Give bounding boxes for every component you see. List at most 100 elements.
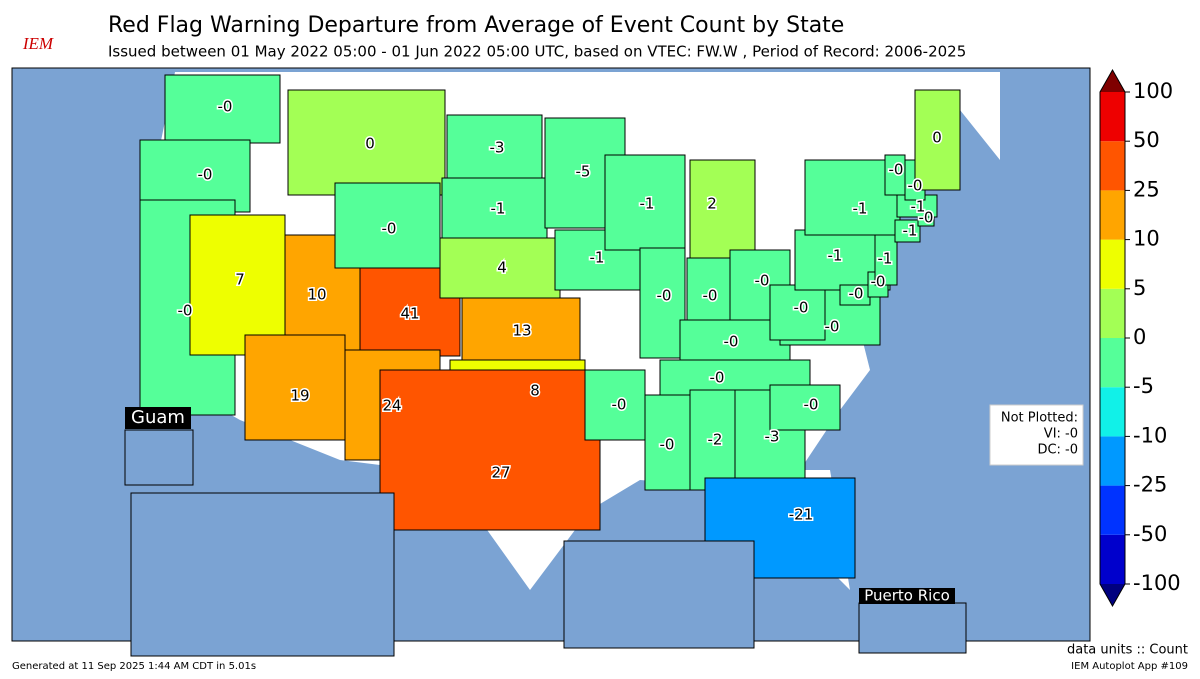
- state: [441, 177, 548, 239]
- state-label: -3: [765, 428, 780, 446]
- state-label: -1: [491, 200, 506, 218]
- colorbar-tick-label: -100: [1133, 571, 1181, 595]
- state: [894, 219, 921, 243]
- state: [287, 89, 446, 196]
- state-label: -5: [576, 163, 591, 181]
- generated: Generated at 11 Sep 2025 1:44 AM CDT in …: [12, 661, 256, 672]
- state-label: 0: [365, 135, 375, 153]
- state: [604, 154, 686, 251]
- state: [379, 369, 601, 531]
- state-label: -0: [724, 333, 739, 351]
- state-label: -0: [755, 272, 770, 290]
- state: [769, 384, 841, 431]
- colorbar-bin: [1100, 141, 1125, 191]
- title: Red Flag Warning Departure from Average …: [108, 13, 844, 38]
- state-label: -0: [218, 98, 233, 116]
- pr-inset: [858, 602, 967, 654]
- not-plotted-item: VI: -0: [1044, 427, 1078, 442]
- state-label: -0: [703, 287, 718, 305]
- state-label: -0: [657, 287, 672, 305]
- state: [439, 237, 561, 299]
- state-label: -1: [878, 250, 893, 268]
- state-label: -0: [919, 209, 934, 227]
- colorbar-over: [1100, 70, 1125, 92]
- state-label: -0: [825, 318, 840, 336]
- state-label: -0: [804, 396, 819, 414]
- colorbar-bin: [1100, 92, 1125, 142]
- state-label: -0: [849, 285, 864, 303]
- state: [689, 159, 756, 261]
- state-label: -0: [660, 436, 675, 454]
- app-id: IEM Autoplot App #109: [1071, 661, 1188, 672]
- subtitle: Issued between 01 May 2022 05:00 - 01 Ju…: [108, 43, 966, 61]
- state-label: -0: [908, 177, 923, 195]
- alaska-inset: [130, 492, 395, 657]
- state-label: -21: [789, 506, 814, 524]
- state-label: -1: [590, 249, 605, 267]
- colorbar-bin: [1100, 387, 1125, 437]
- state-label: -1: [911, 198, 926, 216]
- state-label: 0: [932, 129, 942, 147]
- guam-label-bg: [125, 407, 191, 429]
- colorbar-tick-label: -50: [1133, 522, 1167, 546]
- colorbar-bin: [1100, 485, 1125, 535]
- state: [461, 297, 581, 361]
- pr-label-bg: [859, 588, 955, 604]
- colorbar-tick-label: -10: [1133, 423, 1167, 447]
- state: [874, 234, 898, 286]
- state-label: -0: [710, 369, 725, 387]
- state: [644, 394, 691, 491]
- colorbar-bin: [1100, 338, 1125, 388]
- colorbar-bin: [1100, 534, 1125, 584]
- colorbar-tick-label: 10: [1133, 227, 1160, 251]
- state-label: 13: [512, 322, 531, 340]
- state: [189, 214, 286, 356]
- pr-label: Puerto Rico: [864, 587, 950, 605]
- hawaii-inset: [563, 540, 755, 649]
- state: [639, 247, 686, 359]
- state: [689, 389, 736, 491]
- state-label: -1: [640, 195, 655, 213]
- colorbar-under: [1100, 584, 1125, 606]
- not-plotted-item: DC: -0: [1037, 443, 1078, 458]
- state-label: -0: [871, 273, 886, 291]
- colorbar-tick-label: -25: [1133, 473, 1167, 497]
- colorbar-tick-label: 0: [1133, 325, 1146, 349]
- state: [914, 89, 961, 191]
- guam-label: Guam: [131, 407, 185, 428]
- state-label: 4: [497, 259, 507, 277]
- state: [244, 334, 346, 441]
- state: [334, 182, 441, 269]
- colorbar-tick-label: 100: [1133, 79, 1173, 103]
- colorbar-bin: [1100, 239, 1125, 289]
- colorbar-bin: [1100, 436, 1125, 486]
- guam-inset: [124, 429, 194, 486]
- units: data units :: Count: [1067, 643, 1188, 658]
- state-label: -0: [178, 302, 193, 320]
- colorbar-bin: [1100, 190, 1125, 240]
- state-label: 10: [307, 286, 326, 304]
- logo: IEM: [22, 34, 54, 53]
- state-label: -0: [889, 161, 904, 179]
- state-label: 27: [491, 464, 510, 482]
- state-label: 24: [382, 397, 401, 415]
- state-label: 8: [530, 382, 540, 400]
- state-label: -0: [198, 166, 213, 184]
- state-label: -0: [794, 299, 809, 317]
- colorbar-tick-label: 50: [1133, 128, 1160, 152]
- state-label: -0: [382, 220, 397, 238]
- state-label: -1: [828, 247, 843, 265]
- colorbar-tick-label: 5: [1133, 276, 1146, 300]
- state-label: 7: [235, 271, 245, 289]
- not-plotted-title: Not Plotted:: [1001, 411, 1078, 426]
- state-label: -1: [903, 222, 918, 240]
- state-label: -2: [708, 431, 723, 449]
- colorbar-tick-label: 25: [1133, 177, 1160, 201]
- state-label: 41: [400, 305, 419, 323]
- state-label: -1: [853, 200, 868, 218]
- state-label: 19: [290, 387, 309, 405]
- state-label: -3: [490, 139, 505, 157]
- colorbar-tick-label: -5: [1133, 374, 1154, 398]
- not-plotted-box: [989, 404, 1084, 466]
